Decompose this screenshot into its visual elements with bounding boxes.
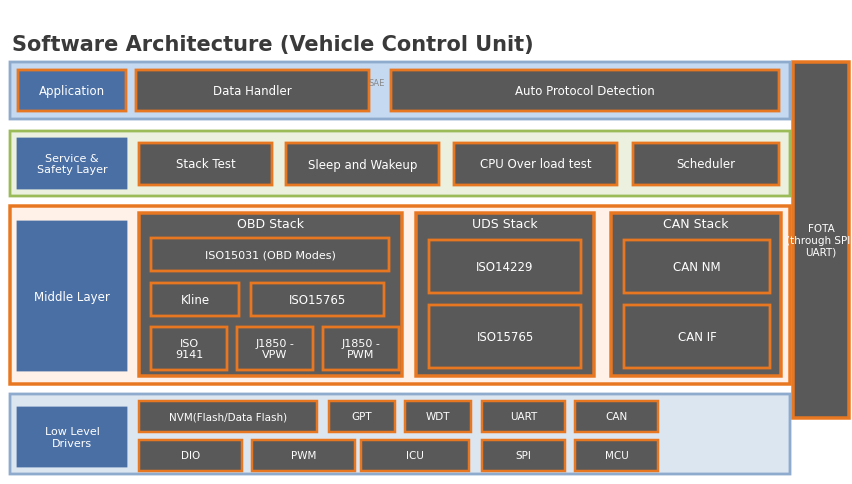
Text: Middle Layer: Middle Layer xyxy=(34,290,110,303)
Text: MCU: MCU xyxy=(605,451,629,461)
Text: ISO15765: ISO15765 xyxy=(476,330,533,343)
Text: CPU Over load test: CPU Over load test xyxy=(480,158,591,171)
FancyBboxPatch shape xyxy=(416,213,594,376)
Text: ISO15765: ISO15765 xyxy=(289,293,346,306)
Text: Auto Protocol Detection: Auto Protocol Detection xyxy=(515,85,655,98)
Text: Data Handler: Data Handler xyxy=(213,85,292,98)
FancyBboxPatch shape xyxy=(10,63,790,120)
Text: SAE: SAE xyxy=(369,79,385,88)
Text: WDT: WDT xyxy=(426,412,450,422)
FancyBboxPatch shape xyxy=(633,144,779,186)
Text: ISO15031 (OBD Modes): ISO15031 (OBD Modes) xyxy=(204,250,336,260)
FancyBboxPatch shape xyxy=(151,284,239,317)
FancyBboxPatch shape xyxy=(139,144,272,186)
FancyBboxPatch shape xyxy=(10,132,790,197)
FancyBboxPatch shape xyxy=(10,207,790,384)
Text: CAN NM: CAN NM xyxy=(673,260,721,273)
Text: PWM: PWM xyxy=(291,451,316,461)
FancyBboxPatch shape xyxy=(624,241,770,293)
Text: NVM(Flash/Data Flash): NVM(Flash/Data Flash) xyxy=(169,412,287,422)
FancyBboxPatch shape xyxy=(482,440,565,471)
Text: Kline: Kline xyxy=(181,293,210,306)
FancyBboxPatch shape xyxy=(391,71,779,112)
Text: J1850 -
VPW: J1850 - VPW xyxy=(256,338,295,360)
Text: Stack Test: Stack Test xyxy=(176,158,235,171)
FancyBboxPatch shape xyxy=(151,239,389,272)
Text: ISO
9141: ISO 9141 xyxy=(175,338,203,360)
FancyBboxPatch shape xyxy=(575,401,658,432)
FancyBboxPatch shape xyxy=(139,401,317,432)
Text: Scheduler: Scheduler xyxy=(676,158,735,171)
FancyBboxPatch shape xyxy=(429,305,581,368)
Text: ICU: ICU xyxy=(406,451,424,461)
FancyBboxPatch shape xyxy=(361,440,469,471)
Text: DIO: DIO xyxy=(181,451,200,461)
FancyBboxPatch shape xyxy=(151,327,227,370)
Text: UDS Stack: UDS Stack xyxy=(472,217,538,230)
Text: GPT: GPT xyxy=(352,412,372,422)
FancyBboxPatch shape xyxy=(136,71,369,112)
FancyBboxPatch shape xyxy=(139,440,242,471)
FancyBboxPatch shape xyxy=(18,71,126,112)
Text: CAN: CAN xyxy=(606,412,628,422)
Text: CAN IF: CAN IF xyxy=(677,330,717,343)
FancyBboxPatch shape xyxy=(10,394,790,474)
Text: Sleep and Wakeup: Sleep and Wakeup xyxy=(308,158,417,171)
FancyBboxPatch shape xyxy=(139,213,402,376)
Text: ISO14229: ISO14229 xyxy=(476,260,533,273)
Text: FOTA
(through SPI /
UART): FOTA (through SPI / UART) xyxy=(786,224,852,257)
Text: Service &
Safety Layer: Service & Safety Layer xyxy=(37,153,107,175)
FancyBboxPatch shape xyxy=(18,223,126,370)
Text: Software Architecture (Vehicle Control Unit): Software Architecture (Vehicle Control U… xyxy=(12,35,533,55)
Text: OBD Stack: OBD Stack xyxy=(237,217,304,230)
FancyBboxPatch shape xyxy=(624,305,770,368)
Text: Low Level
Drivers: Low Level Drivers xyxy=(44,426,100,448)
FancyBboxPatch shape xyxy=(323,327,399,370)
Text: J1850 -
PWM: J1850 - PWM xyxy=(342,338,381,360)
Text: SPI: SPI xyxy=(515,451,532,461)
Text: UART: UART xyxy=(509,412,537,422)
FancyBboxPatch shape xyxy=(329,401,395,432)
Text: CAN Stack: CAN Stack xyxy=(663,217,728,230)
FancyBboxPatch shape xyxy=(575,440,658,471)
FancyBboxPatch shape xyxy=(237,327,313,370)
FancyBboxPatch shape xyxy=(251,284,384,317)
FancyBboxPatch shape xyxy=(286,144,439,186)
FancyBboxPatch shape xyxy=(18,408,126,466)
FancyBboxPatch shape xyxy=(429,241,581,293)
FancyBboxPatch shape xyxy=(18,140,126,189)
FancyBboxPatch shape xyxy=(454,144,617,186)
FancyBboxPatch shape xyxy=(611,213,781,376)
FancyBboxPatch shape xyxy=(405,401,471,432)
Text: Application: Application xyxy=(39,85,105,98)
FancyBboxPatch shape xyxy=(793,63,849,418)
FancyBboxPatch shape xyxy=(482,401,565,432)
FancyBboxPatch shape xyxy=(252,440,355,471)
